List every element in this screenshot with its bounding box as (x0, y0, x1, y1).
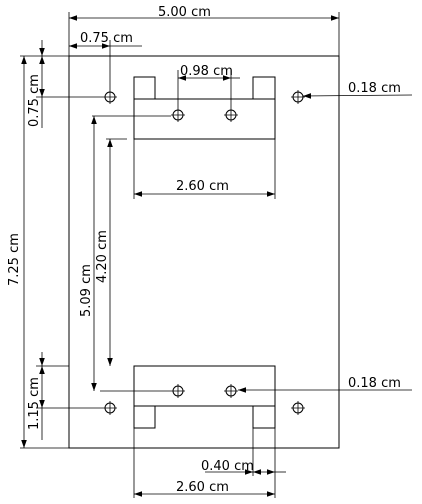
dim-top-bracket-width: 2.60 cm (176, 179, 229, 194)
dim-hole-offset-x: 0.75 cm (80, 31, 133, 46)
bottom-holes (103, 384, 305, 415)
top-bracket (133, 76, 276, 140)
dim-bottom-bracket-width: 2.60 cm (176, 480, 229, 495)
extension-lines (20, 12, 340, 498)
dim-top-hole-spacing: 0.98 cm (180, 64, 233, 79)
dim-tab-width: 0.40 cm (201, 459, 254, 474)
dim-hole-offset-y: 0.75 cm (27, 74, 42, 127)
plate-outline (68, 55, 340, 449)
top-holes (103, 90, 305, 122)
dim-overall-height: 7.25 cm (7, 233, 22, 286)
dim-top-hole-diameter: 0.18 cm (348, 81, 401, 96)
bottom-bracket (133, 365, 276, 429)
dim-overall-width: 5.00 cm (158, 5, 211, 20)
dim-bottom-hole-offset-y: 1.15 cm (27, 377, 42, 430)
dim-top-to-bottom-hole: 5.09 cm (79, 264, 94, 317)
dim-top-to-bottom-bracket: 4.20 cm (95, 230, 110, 283)
dim-bottom-hole-diameter: 0.18 cm (348, 376, 401, 391)
